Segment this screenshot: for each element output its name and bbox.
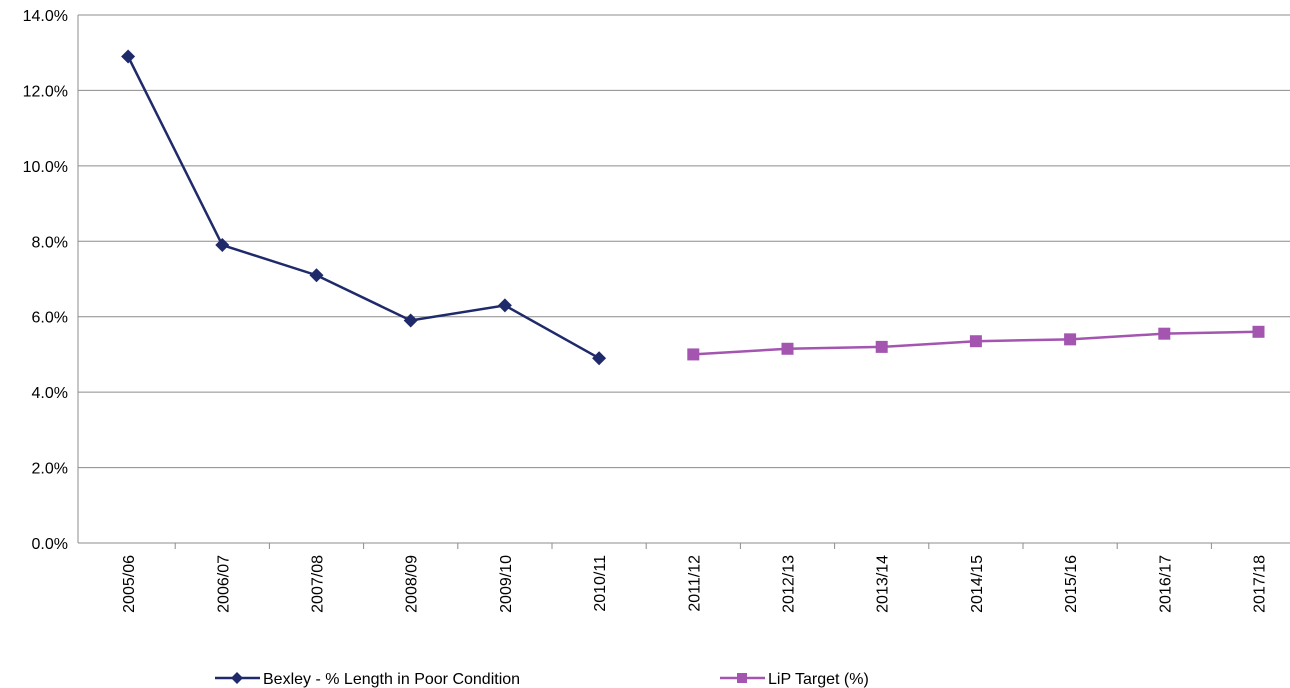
x-tick-label: 2013/14	[875, 555, 892, 613]
point	[592, 351, 607, 366]
y-tick-label: 4.0%	[32, 385, 68, 402]
x-tick-label: 2006/07	[215, 555, 232, 613]
x-tick-label: 2017/18	[1252, 555, 1269, 613]
point	[215, 238, 230, 253]
x-tick-label: 2007/08	[310, 555, 327, 613]
point	[875, 340, 888, 353]
y-tick-label: 8.0%	[32, 234, 68, 251]
x-tick-label: 2005/06	[121, 555, 138, 613]
point	[687, 348, 700, 361]
x-tick-label: 2014/15	[969, 555, 986, 613]
x-tick-label: 2011/12	[686, 555, 703, 612]
x-tick-label: 2012/13	[781, 555, 798, 613]
point	[403, 313, 418, 328]
y-tick-label: 0.0%	[32, 536, 68, 553]
point	[1158, 327, 1171, 340]
point	[1064, 333, 1077, 346]
point	[497, 298, 512, 313]
point	[969, 335, 982, 348]
y-tick-label: 14.0%	[23, 8, 68, 25]
legend-label: LiP Target (%)	[768, 671, 869, 688]
point	[121, 49, 136, 64]
x-tick-label: 2008/09	[404, 555, 421, 613]
y-tick-label: 2.0%	[32, 461, 68, 478]
point	[781, 342, 794, 355]
legend-marker	[231, 672, 243, 684]
x-tick-label: 2010/11	[592, 555, 609, 612]
x-tick-label: 2016/17	[1157, 555, 1174, 613]
legend-label: Bexley - % Length in Poor Condition	[263, 671, 520, 688]
y-tick-label: 10.0%	[23, 159, 68, 176]
point	[309, 268, 324, 283]
x-tick-label: 2009/10	[498, 555, 515, 613]
x-tick-label: 2015/16	[1063, 555, 1080, 613]
series-line	[126, 55, 600, 360]
y-tick-label: 12.0%	[23, 83, 68, 100]
y-tick-label: 6.0%	[32, 310, 68, 327]
point	[1252, 325, 1265, 338]
legend-marker	[737, 673, 747, 683]
